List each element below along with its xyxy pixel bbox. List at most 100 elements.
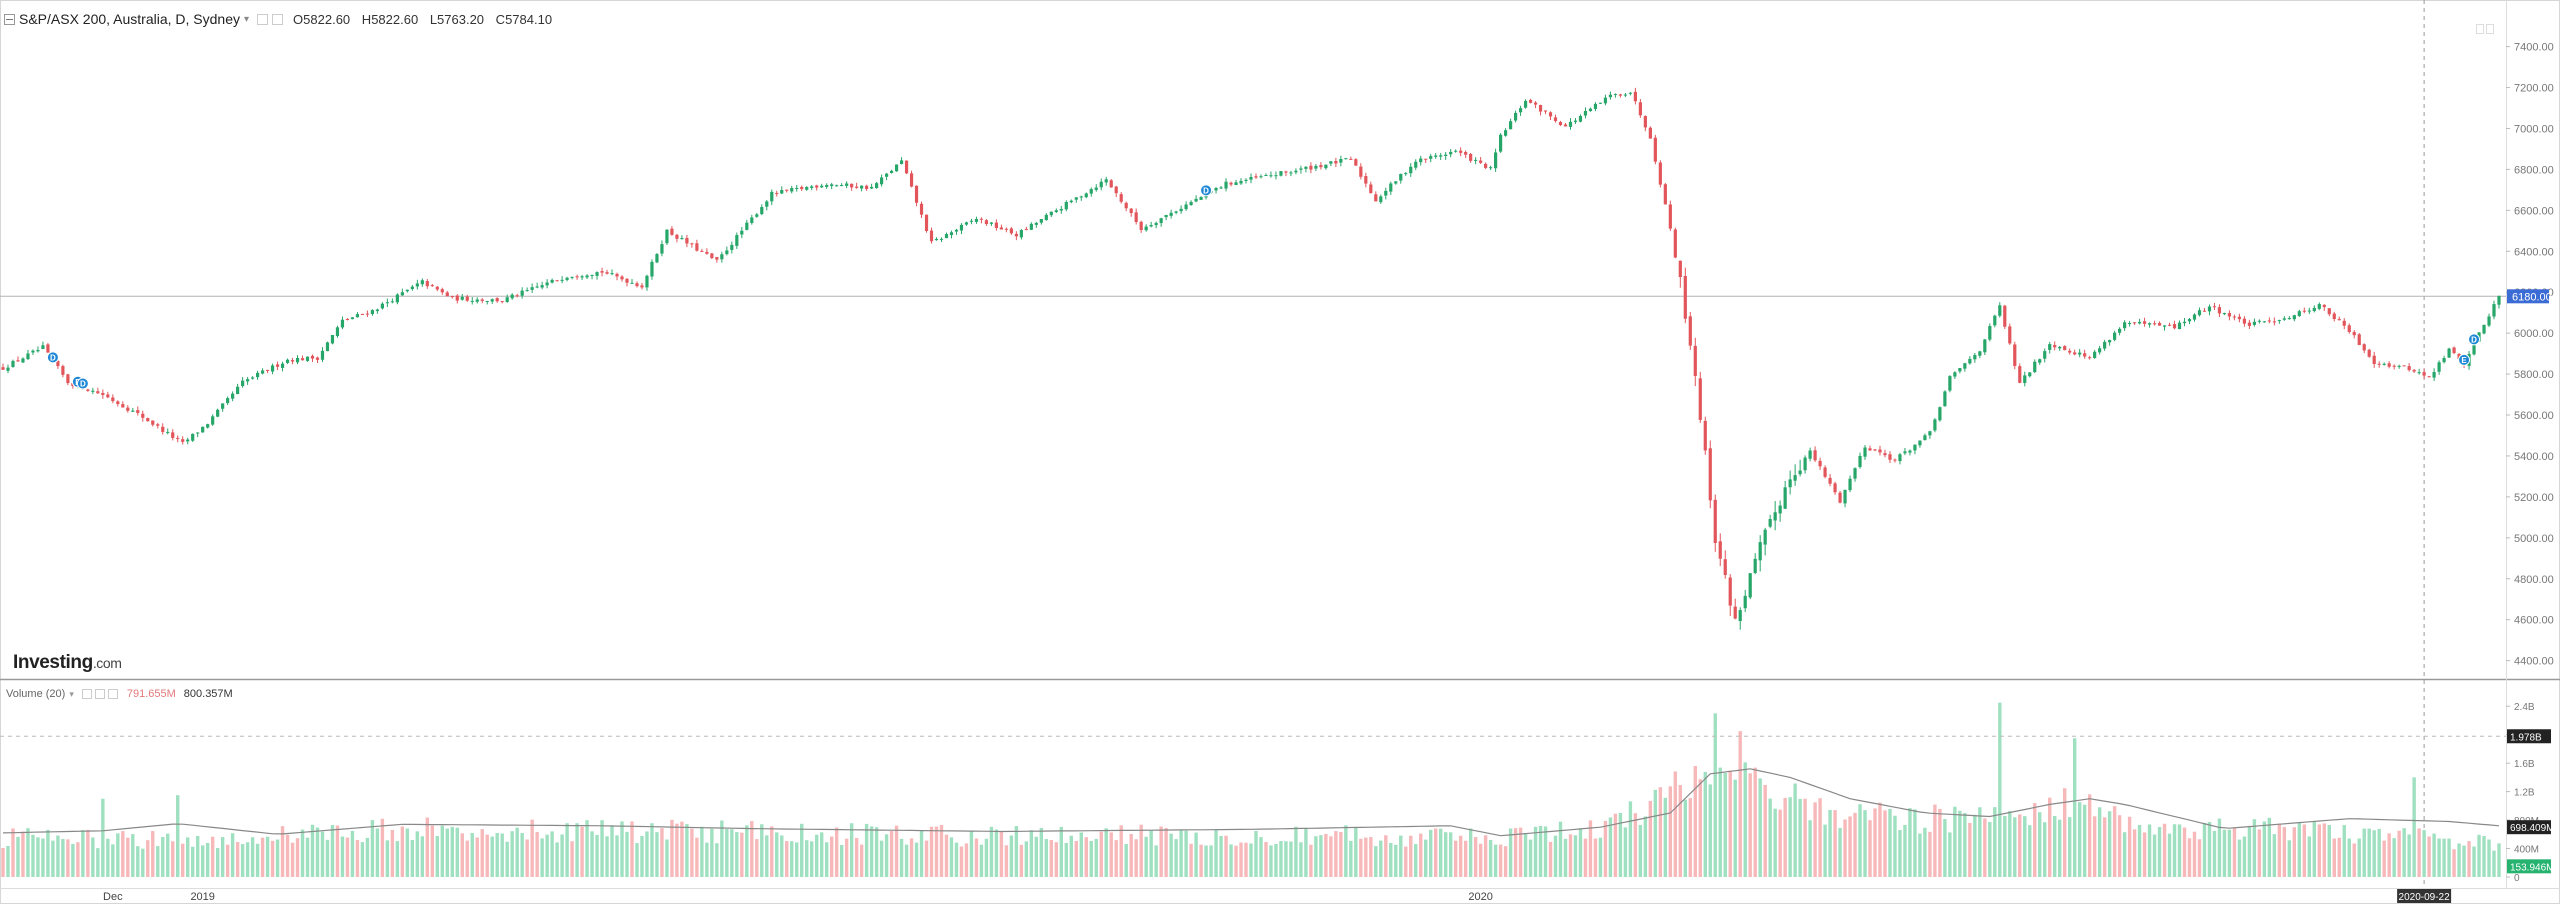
maximize-icon[interactable]	[2486, 24, 2494, 34]
volume-bar	[2207, 821, 2212, 877]
candle-body	[1214, 187, 1218, 191]
chevron-down-icon[interactable]: ▾	[244, 13, 250, 25]
candle-body	[939, 238, 944, 240]
volume-bar	[2417, 828, 2421, 877]
volume-bar	[1424, 839, 1428, 877]
candle-body	[2417, 372, 2421, 374]
volume-bar	[91, 837, 95, 877]
volume-bar	[435, 835, 440, 877]
volume-bar	[1638, 824, 1643, 877]
candle-body	[1414, 161, 1418, 168]
candle-body	[1788, 479, 1792, 488]
candle-body	[231, 393, 235, 399]
candle-body	[740, 230, 744, 235]
candle-body	[131, 410, 135, 412]
close-square-icon[interactable]	[272, 13, 284, 25]
volume-bar	[1518, 827, 1523, 877]
volume-bar	[770, 826, 774, 877]
volume-bar	[600, 820, 604, 877]
volume-bar	[1059, 826, 1064, 877]
settings-square-icon[interactable]	[257, 13, 269, 25]
candle-body	[2362, 344, 2366, 351]
volume-bar	[1089, 840, 1093, 877]
candle-body	[1813, 450, 1817, 461]
volume-bar	[71, 843, 75, 877]
candle-body	[1129, 208, 1133, 213]
volume-tick-label: 2.4B	[2514, 702, 2535, 713]
volume-bar	[1893, 815, 1897, 877]
volume-bar	[1868, 820, 1872, 877]
candle-body	[111, 397, 115, 402]
volume-bar	[765, 835, 769, 877]
candle-body	[675, 234, 679, 239]
volume-eye-icon[interactable]	[81, 689, 92, 699]
volume-bar	[745, 825, 749, 877]
volume-group	[1, 702, 2501, 877]
price-tick-label: 5800.00	[2514, 369, 2554, 381]
candle-body	[2357, 334, 2361, 345]
volume-bar	[490, 836, 494, 877]
event-marker-icon	[46, 351, 59, 364]
volume-bar	[1753, 767, 1757, 877]
volume-bar	[1863, 810, 1867, 877]
candle-body	[974, 218, 979, 222]
volume-bar	[1493, 844, 1498, 877]
volume-bar	[1733, 779, 1737, 877]
volume-settings-icon[interactable]	[94, 689, 105, 699]
volume-bar	[859, 844, 864, 877]
volume-bar	[1109, 832, 1113, 877]
candle-body	[2098, 348, 2102, 353]
volume-bar	[2462, 845, 2466, 877]
volume-bar	[2177, 824, 2182, 877]
volume-bar	[1019, 844, 1024, 877]
volume-bar	[1573, 835, 1578, 877]
minimize-icon[interactable]	[2476, 24, 2484, 34]
volume-bar	[1728, 770, 1732, 877]
volume-bar	[1169, 833, 1173, 877]
symbol-title[interactable]: S&P/ASX 200, Australia, D, Sydney	[19, 11, 241, 27]
volume-bar	[1723, 772, 1727, 877]
candle-body	[860, 185, 864, 189]
volume-bar	[1938, 808, 1942, 877]
volume-bar	[645, 831, 649, 877]
candle-body	[2367, 349, 2371, 357]
candle-body	[325, 342, 330, 352]
volume-bar	[635, 843, 639, 877]
collapse-icon[interactable]	[4, 13, 15, 25]
volume-chevron-icon[interactable]: ▾	[69, 688, 74, 699]
volume-bar	[420, 836, 425, 877]
volume-bar	[2457, 843, 2461, 877]
volume-bar	[810, 841, 814, 877]
volume-bar	[16, 836, 20, 877]
volume-bar	[670, 819, 674, 877]
volume-bar	[1264, 842, 1268, 877]
candle-body	[2222, 313, 2227, 315]
volume-bar	[2048, 797, 2052, 877]
volume-bar	[430, 825, 435, 877]
candle-body	[2078, 352, 2082, 355]
candle-body	[1049, 211, 1053, 216]
candle-body	[790, 188, 794, 192]
candle-body	[255, 372, 260, 378]
candle-body	[1638, 102, 1642, 116]
candle-body	[1733, 606, 1737, 619]
candle-body	[2197, 310, 2202, 316]
candle-body	[1838, 492, 1842, 503]
candle-body	[815, 185, 819, 188]
volume-title[interactable]: Volume (20)	[6, 688, 66, 700]
candle-body	[830, 184, 834, 187]
candle-body	[2113, 332, 2117, 340]
volume-close-icon[interactable]	[107, 689, 118, 699]
candle-body	[2377, 363, 2381, 365]
candle-body	[610, 273, 614, 275]
volume-bar	[11, 828, 15, 877]
volume-bar	[2058, 819, 2062, 877]
volume-bar	[51, 840, 55, 877]
volume-bar	[2402, 828, 2406, 877]
volume-bar	[1004, 845, 1009, 877]
volume-bar	[1119, 825, 1123, 877]
candle-body	[2422, 372, 2426, 376]
volume-bar	[1503, 846, 1508, 877]
volume-tick-label: 0	[2514, 873, 2520, 884]
